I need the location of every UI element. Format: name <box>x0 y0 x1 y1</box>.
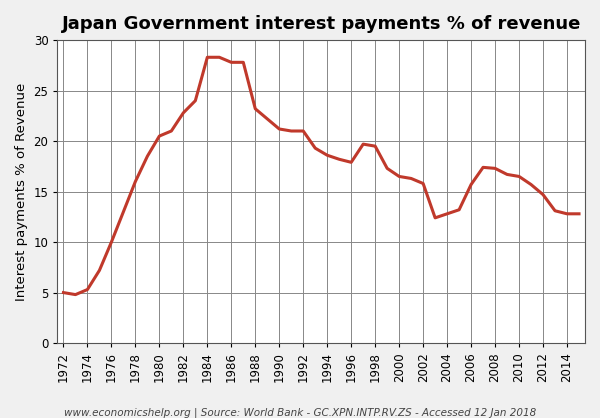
Text: www.economicshelp.org | Source: World Bank - GC.XPN.INTP.RV.ZS - Accessed 12 Jan: www.economicshelp.org | Source: World Ba… <box>64 408 536 418</box>
Title: Japan Government interest payments % of revenue: Japan Government interest payments % of … <box>62 15 581 33</box>
Y-axis label: Interest payments % of Revenue: Interest payments % of Revenue <box>15 82 28 301</box>
